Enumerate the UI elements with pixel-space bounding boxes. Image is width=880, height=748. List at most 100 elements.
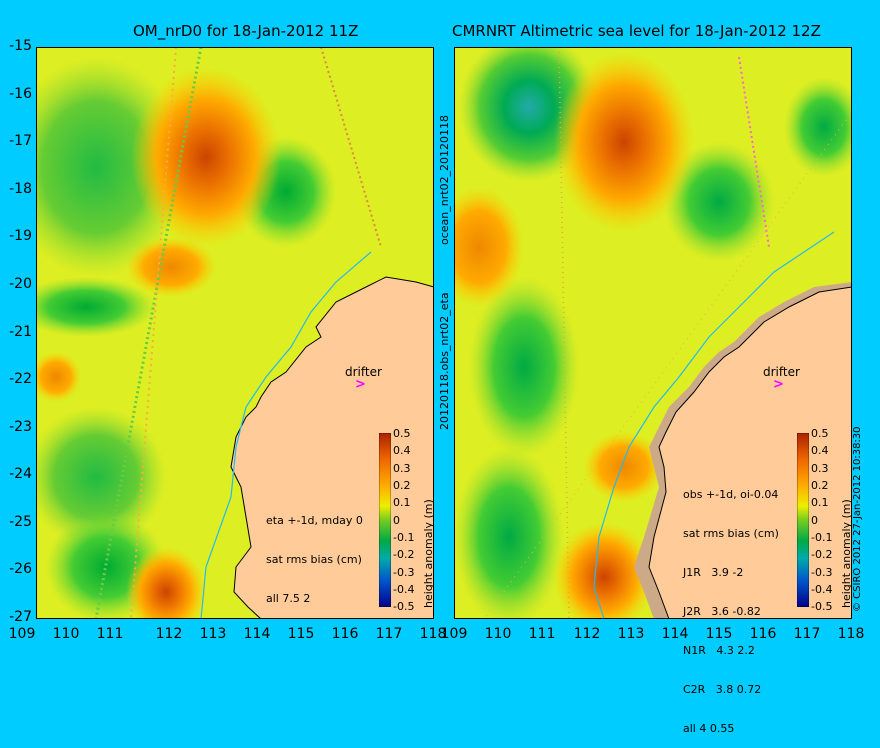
left-map-frame: [36, 47, 434, 619]
y-tick: -25: [9, 514, 32, 530]
cb-tick: -0.3: [811, 566, 833, 579]
y-tick: -27: [9, 609, 32, 625]
cb-tick: -0.4: [393, 583, 415, 596]
x-tick: 109: [440, 626, 468, 642]
x-tick: 116: [331, 626, 359, 642]
right-sat-track-3: [483, 110, 852, 619]
cb-tick: 0: [393, 514, 400, 527]
cb-tick: 0.2: [393, 479, 411, 492]
left-stats: eta +-1d, mday 0 sat rms bias (cm) all 7…: [266, 488, 363, 618]
cb-tick: 0.1: [393, 496, 411, 509]
left-drifter-label: drifter: [345, 365, 382, 379]
y-tick: -22: [9, 371, 32, 387]
left-drifter-arrow-icon: >: [355, 377, 366, 392]
cb-tick: 0.5: [811, 427, 829, 440]
stats-line: all 7.5 2: [266, 592, 311, 605]
y-tick: -20: [9, 276, 32, 292]
right-colorbar: [797, 433, 809, 607]
right-orange-south: [554, 522, 654, 619]
cb-tick: 0.5: [393, 427, 411, 440]
x-tick: 114: [243, 626, 271, 642]
cb-tick: 0.1: [811, 496, 829, 509]
y-tick: -26: [9, 561, 32, 577]
right-orange-west: [454, 187, 524, 307]
left-map-panel: [36, 47, 434, 619]
cb-tick: 0.4: [393, 444, 411, 457]
y-tick: -19: [9, 228, 32, 244]
left-isobath: [200, 251, 372, 619]
stats-line: sat rms bias (cm): [683, 527, 779, 540]
cb-tick: -0.4: [811, 583, 833, 596]
x-tick: 112: [155, 626, 183, 642]
right-green-band-south: [454, 447, 564, 619]
left-green-anomaly-sw: [36, 407, 166, 547]
x-tick: 115: [705, 626, 733, 642]
left-sat-track-1: [94, 47, 203, 619]
right-drifter-arrow-icon: >: [773, 377, 784, 392]
cb-tick: -0.5: [393, 600, 415, 613]
y-tick: -16: [9, 86, 32, 102]
cb-tick: -0.1: [393, 531, 415, 544]
cb-tick: 0.3: [393, 462, 411, 475]
cb-tick: -0.2: [393, 548, 415, 561]
right-drifter-label: drifter: [763, 365, 800, 379]
stats-line: C2R 3.8 0.72: [683, 683, 762, 696]
x-tick: 111: [96, 626, 124, 642]
right-sat-track-2: [738, 56, 770, 248]
right-map-frame: [454, 47, 852, 619]
right-colorbar-title: height anomaly (m): [840, 499, 853, 608]
right-orange-eddy: [554, 52, 694, 232]
x-tick: 116: [749, 626, 777, 642]
left-orange-blob: [126, 237, 216, 297]
right-green-band-mid: [469, 277, 579, 457]
y-tick: -23: [9, 419, 32, 435]
cb-tick: -0.2: [811, 548, 833, 561]
x-tick: 112: [573, 626, 601, 642]
cb-tick: -0.3: [393, 566, 415, 579]
x-tick: 114: [661, 626, 689, 642]
stats-line: sat rms bias (cm): [266, 553, 362, 566]
x-tick: 109: [8, 626, 36, 642]
left-orange-eddy: [131, 67, 281, 247]
stats-line: N1R 4.3 2.2: [683, 644, 755, 657]
left-map-title: OM_nrD0 for 18-Jan-2012 11Z: [133, 22, 359, 40]
stats-line: all 4 0.55: [683, 722, 735, 735]
x-tick: 110: [484, 626, 512, 642]
stats-line: J1R 3.9 -2: [683, 566, 744, 579]
x-tick: 111: [528, 626, 556, 642]
y-tick: -18: [9, 181, 32, 197]
stats-line: obs +-1d, oi-0.04: [683, 488, 779, 501]
y-tick: -24: [9, 466, 32, 482]
x-tick: 118: [837, 626, 865, 642]
right-map-svg: [454, 47, 852, 619]
right-map-panel: [454, 47, 852, 619]
cb-tick: -0.5: [811, 600, 833, 613]
x-tick: 110: [52, 626, 80, 642]
left-vertical-label: ocean_nrt02_20120118: [438, 114, 451, 245]
left-green-anomaly-w: [36, 277, 156, 337]
right-green-ne: [784, 77, 852, 177]
right-stats: obs +-1d, oi-0.04 sat rms bias (cm) J1R …: [683, 462, 779, 748]
x-tick: 115: [287, 626, 315, 642]
y-tick: -21: [9, 324, 32, 340]
cb-tick: 0.4: [811, 444, 829, 457]
right-map-title: CMRNRT Altimetric sea level for 18-Jan-2…: [452, 22, 821, 40]
stats-line: J2R 3.6 -0.82: [683, 605, 761, 618]
x-tick: 113: [199, 626, 227, 642]
right-sat-track-1: [558, 47, 570, 619]
copyright-label: © CSIRO 2012 27-Jan-2012 10:38:30: [852, 426, 863, 612]
cb-tick: -0.1: [811, 531, 833, 544]
stats-line: eta +-1d, mday 0: [266, 514, 363, 527]
right-vertical-label: 20120118.obs_nrt02_eta: [438, 292, 451, 430]
x-tick: 118: [419, 626, 447, 642]
left-orange-west: [36, 352, 81, 402]
y-tick: -17: [9, 133, 32, 149]
right-isobath: [593, 231, 835, 619]
x-tick: 113: [617, 626, 645, 642]
cb-tick: 0: [811, 514, 818, 527]
x-tick: 117: [375, 626, 403, 642]
left-colorbar-title: height anomaly (m): [422, 499, 435, 608]
right-green-eddy: [664, 142, 774, 262]
right-orange-mid: [584, 432, 664, 502]
left-colorbar: [379, 433, 391, 607]
